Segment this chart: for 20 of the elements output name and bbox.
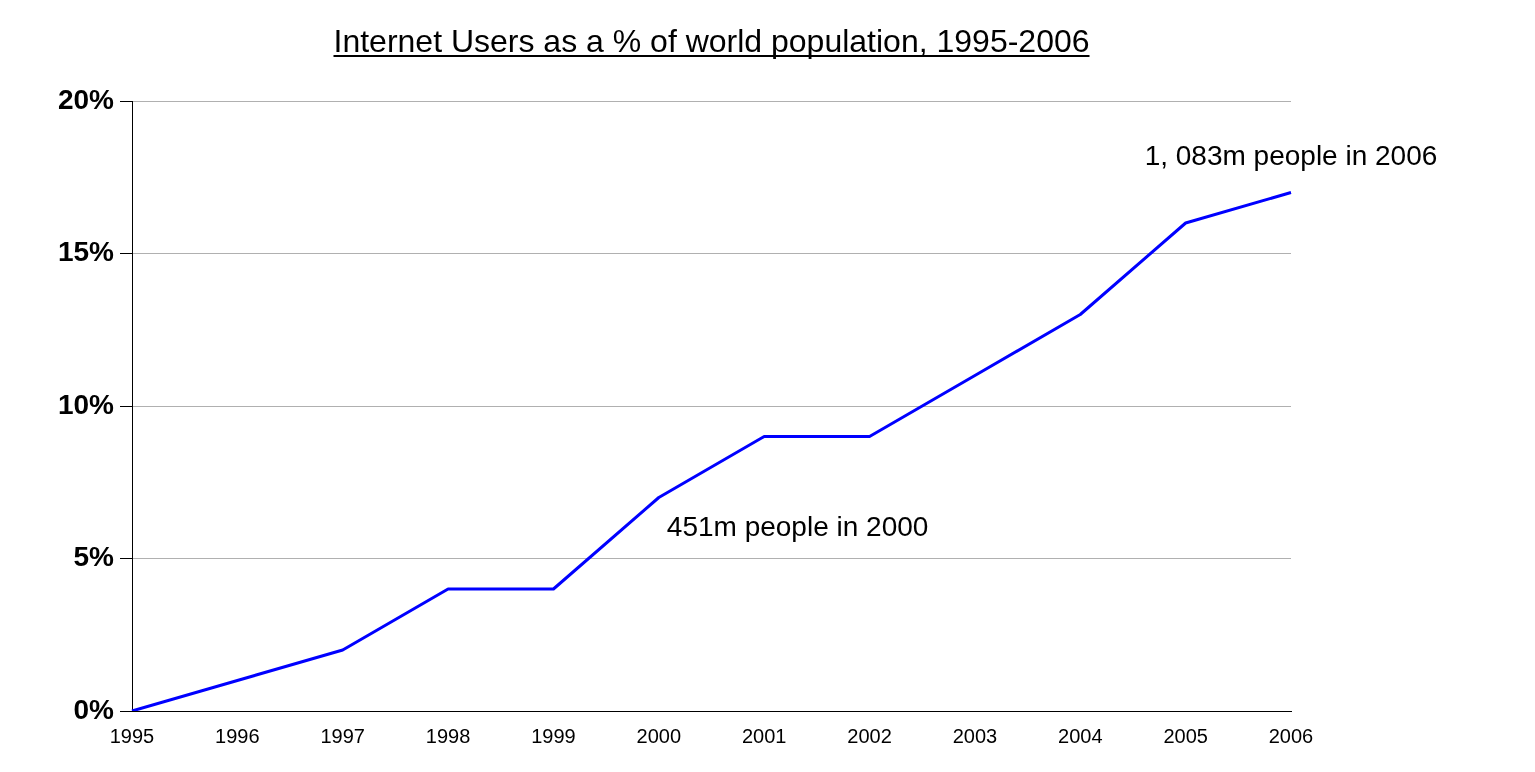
y-tick-label: 20% bbox=[57, 83, 115, 115]
y-tick-label: 0% bbox=[73, 693, 115, 725]
x-tick-label: 2000 bbox=[636, 724, 682, 747]
x-tick-label: 2006 bbox=[1268, 724, 1314, 747]
x-tick-label: 1999 bbox=[531, 724, 576, 747]
y-tick-label: 10% bbox=[57, 388, 115, 420]
x-tick-label: 1995 bbox=[109, 724, 155, 747]
x-tick-label: 1996 bbox=[215, 724, 260, 747]
x-tick-label: 2005 bbox=[1163, 724, 1208, 747]
x-tick-label: 1998 bbox=[425, 724, 471, 747]
annotation: 1, 083m people in 2006 bbox=[1144, 139, 1438, 171]
y-tick-label: 5% bbox=[73, 541, 115, 573]
x-tick-label: 2002 bbox=[847, 724, 892, 747]
x-tick-label: 2001 bbox=[741, 724, 787, 747]
x-tick-label: 1997 bbox=[320, 724, 365, 747]
annotation: 451m people in 2000 bbox=[666, 510, 929, 542]
x-tick-label: 2004 bbox=[1058, 724, 1103, 747]
chart-title: Internet Users as a % of world population, 1995-2006 bbox=[333, 23, 1090, 59]
x-tick-label: 2003 bbox=[952, 724, 998, 747]
y-tick-label: 15% bbox=[57, 236, 115, 268]
